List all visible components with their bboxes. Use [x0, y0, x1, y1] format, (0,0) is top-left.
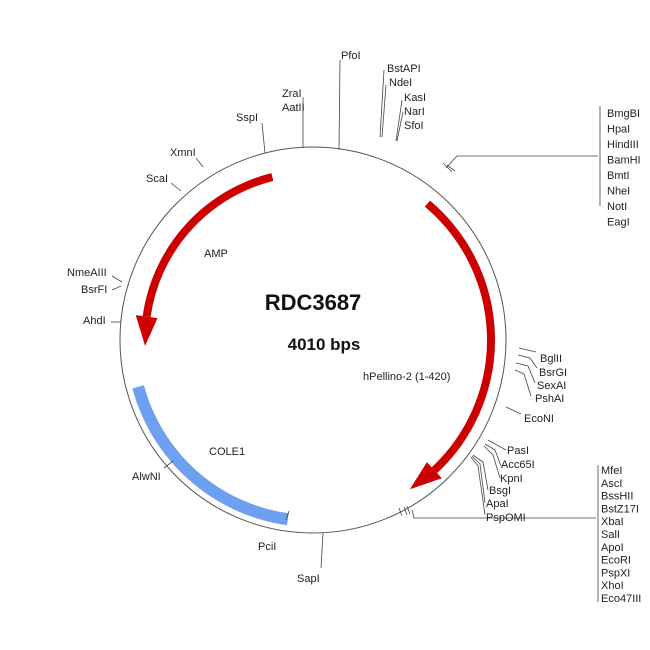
site-group-top-right: BmgBI HpaI HindIII BamHI BmtI NheI NotI EagI — [607, 108, 641, 229]
site-ahdi: AhdI — [83, 315, 106, 327]
site-pspxi: PspXI — [601, 567, 630, 579]
site-zrai: ZraI — [282, 88, 302, 100]
plasmid-name: RDC3687 — [265, 290, 362, 315]
site-xmni: XmnI — [170, 147, 196, 159]
site-alwni: AlwNI — [132, 471, 161, 483]
site-bglii: BglII — [540, 353, 562, 365]
hpellino-arrow-body — [424, 200, 495, 474]
site-labels: PfoI ZraI AatII SspI XmnI ScaI BstAPI Nd… — [67, 50, 567, 585]
site-sfoi: SfoI — [404, 120, 424, 132]
site-bmgbi: BmgBI — [607, 108, 640, 120]
site-bsrgi: BsrGI — [539, 367, 567, 379]
site-hpai: HpaI — [607, 124, 630, 136]
site-pcii: PciI — [258, 541, 276, 553]
site-xbai: XbaI — [601, 516, 624, 528]
site-sspi: SspI — [236, 112, 258, 124]
site-eco47iii: Eco47III — [601, 593, 641, 605]
site-bsrfi: BsrFI — [81, 284, 107, 296]
backbone-circle — [119, 146, 507, 534]
feature-label-cole1: COLE1 — [209, 446, 245, 458]
site-bstz17i: BstZ17I — [601, 503, 639, 515]
site-eagi: EagI — [607, 217, 630, 229]
amp-arrow-body — [142, 173, 274, 318]
site-sexai: SexAI — [537, 380, 566, 392]
site-noti: NotI — [607, 201, 627, 213]
site-sapi: SapI — [297, 573, 320, 585]
site-hindiii: HindIII — [607, 139, 639, 151]
site-bstapi: BstAPI — [387, 63, 421, 75]
plasmid-size: 4010 bps — [288, 335, 361, 354]
site-nhei: NheI — [607, 186, 630, 198]
site-apai: ApaI — [486, 498, 509, 510]
site-ndei: NdeI — [389, 77, 412, 89]
site-bamhi: BamHI — [607, 155, 641, 167]
amp-arrowhead — [135, 315, 158, 346]
site-aatii: AatII — [282, 102, 305, 114]
site-pspomi: PspOMI — [486, 512, 526, 524]
site-sali: SalI — [601, 529, 620, 541]
site-nari: NarI — [404, 106, 425, 118]
site-apoi: ApoI — [601, 542, 624, 554]
site-ecori: EcoRI — [601, 555, 631, 567]
site-pshai: PshAI — [535, 393, 564, 405]
site-pfoi: PfoI — [341, 50, 361, 62]
site-mfei: MfeI — [601, 465, 622, 477]
site-kasi: KasI — [404, 92, 426, 104]
site-acc65i: Acc65I — [501, 459, 535, 471]
cole1-block — [132, 385, 289, 526]
site-bmti: BmtI — [607, 170, 630, 182]
site-econi: EcoNI — [524, 413, 554, 425]
site-kpni: KpnI — [500, 473, 523, 485]
site-scai: ScaI — [146, 173, 168, 185]
site-pasi: PasI — [507, 445, 529, 457]
feature-label-hpellino: hPellino-2 (1-420) — [363, 371, 450, 383]
site-lines — [111, 59, 601, 602]
site-asci: AscI — [601, 478, 622, 490]
site-xhoi: XhoI — [601, 580, 624, 592]
feature-label-amp: AMP — [204, 248, 228, 260]
hpellino-arrowhead — [409, 462, 442, 490]
site-bsgi: BsgI — [489, 485, 511, 497]
site-nmeaiii: NmeAIII — [67, 267, 107, 279]
site-group-bottom-right: MfeIAscIBssHIIBstZ17IXbaISalIApoIEcoRIPs… — [601, 465, 641, 605]
site-bsshii: BssHII — [601, 491, 633, 503]
